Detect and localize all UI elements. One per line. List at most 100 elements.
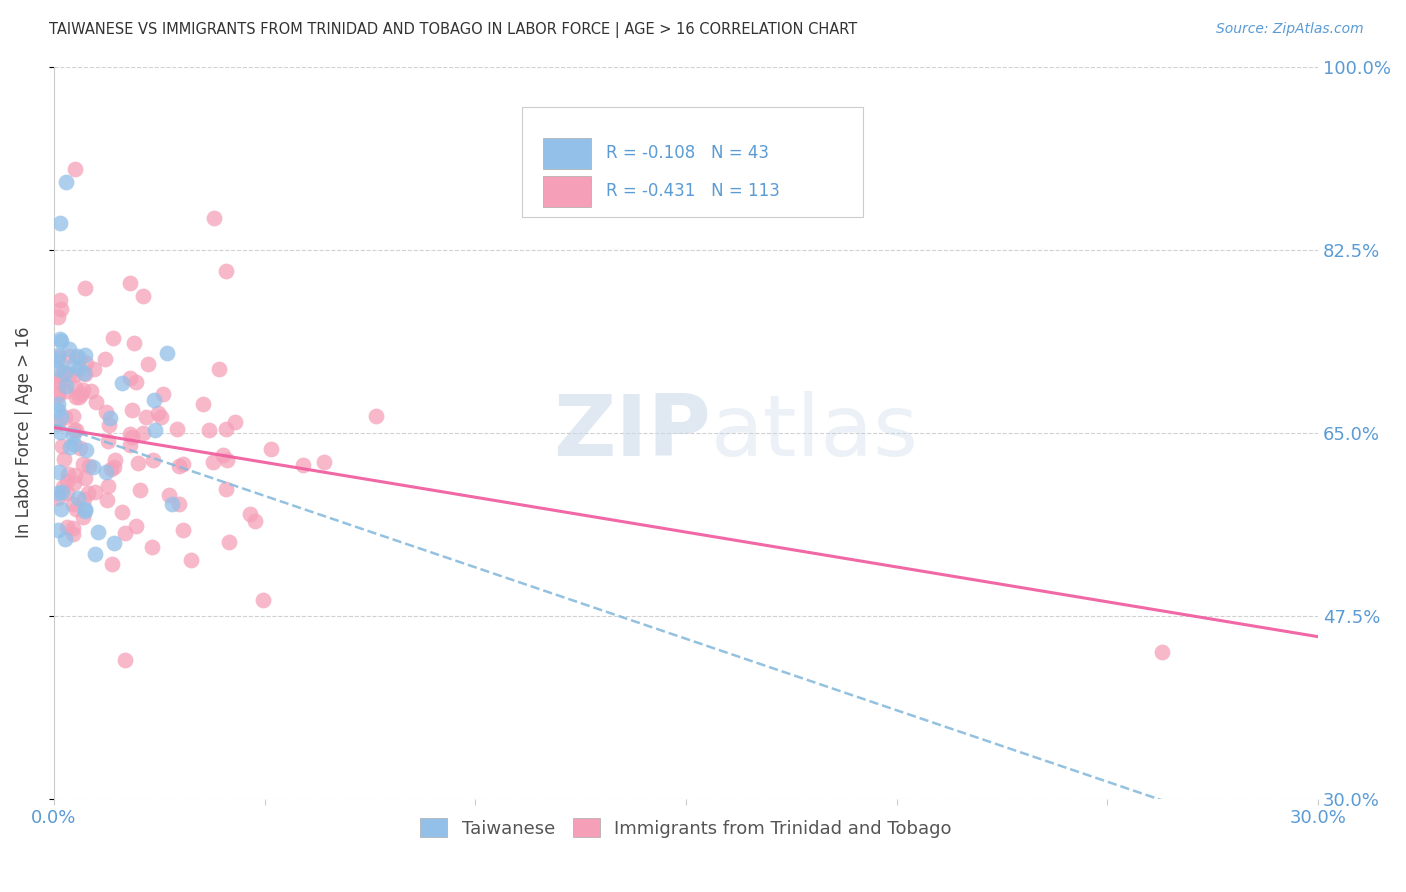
Point — [1152, 645, 1174, 659]
Point — [49, 293, 72, 307]
Point — [103, 460, 125, 475]
Point — [46, 362, 69, 376]
Point — [167, 459, 190, 474]
Point — [75, 504, 97, 518]
Point — [83, 484, 105, 499]
Point — [53, 409, 76, 424]
Point — [51, 301, 73, 316]
Point — [46, 350, 69, 364]
Point — [46, 389, 69, 403]
Point — [167, 497, 190, 511]
Point — [58, 349, 80, 363]
Point — [149, 410, 172, 425]
Point — [48, 332, 70, 346]
Point — [77, 459, 100, 474]
Point — [58, 342, 80, 356]
Point — [48, 216, 70, 230]
Point — [94, 351, 117, 366]
Point — [160, 497, 183, 511]
Point — [49, 409, 72, 424]
Point — [62, 409, 84, 423]
Point — [143, 423, 166, 437]
Point — [52, 364, 75, 378]
Point — [52, 480, 75, 494]
Point — [58, 367, 80, 381]
Point — [118, 438, 141, 452]
Point — [114, 525, 136, 540]
Point — [114, 652, 136, 666]
Point — [75, 368, 97, 382]
Point — [62, 497, 84, 511]
Point — [132, 289, 155, 303]
Point — [215, 482, 238, 496]
Point — [46, 402, 69, 417]
Point — [252, 592, 274, 607]
Point — [193, 397, 215, 411]
Point — [132, 426, 155, 441]
Point — [46, 375, 69, 389]
Point — [208, 361, 231, 376]
Point — [202, 211, 225, 226]
Point — [97, 479, 120, 493]
Point — [101, 331, 124, 345]
Point — [291, 458, 314, 472]
Point — [49, 375, 72, 389]
Point — [46, 386, 69, 401]
Point — [97, 434, 120, 449]
Point — [94, 405, 117, 419]
Point — [75, 443, 97, 458]
Point — [127, 456, 149, 470]
Point — [73, 367, 96, 381]
Point — [67, 360, 90, 375]
Point — [56, 485, 79, 500]
Point — [121, 403, 143, 417]
Point — [104, 453, 127, 467]
Point — [55, 366, 77, 380]
Point — [122, 335, 145, 350]
Point — [77, 486, 100, 500]
Point — [83, 361, 105, 376]
Point — [80, 384, 103, 398]
Point — [141, 540, 163, 554]
Point — [143, 393, 166, 408]
Point — [49, 425, 72, 439]
Point — [314, 455, 336, 469]
Point — [63, 476, 86, 491]
Text: Source: ZipAtlas.com: Source: ZipAtlas.com — [1216, 22, 1364, 37]
Point — [46, 397, 69, 411]
Point — [46, 523, 69, 537]
Point — [48, 465, 70, 479]
Point — [84, 547, 107, 561]
Point — [70, 387, 93, 401]
Point — [100, 462, 122, 476]
Point — [67, 491, 90, 506]
Point — [62, 526, 84, 541]
Point — [198, 423, 221, 437]
Point — [56, 520, 79, 534]
Point — [364, 409, 387, 423]
Point — [67, 390, 90, 404]
Point — [56, 474, 79, 488]
Point — [51, 484, 73, 499]
Point — [46, 310, 69, 325]
Point — [142, 453, 165, 467]
Point — [62, 521, 84, 535]
Point — [58, 467, 80, 482]
Point — [124, 375, 146, 389]
Point — [65, 423, 87, 437]
Point — [166, 422, 188, 436]
Point — [84, 394, 107, 409]
Point — [73, 348, 96, 362]
Point — [46, 486, 69, 500]
Point — [212, 448, 235, 462]
Point — [72, 510, 94, 524]
Text: atlas: atlas — [711, 392, 920, 475]
Point — [214, 264, 236, 278]
Point — [172, 524, 194, 538]
Text: TAIWANESE VS IMMIGRANTS FROM TRINIDAD AND TOBAGO IN LABOR FORCE | AGE > 16 CORRE: TAIWANESE VS IMMIGRANTS FROM TRINIDAD AN… — [49, 22, 858, 38]
Point — [87, 524, 110, 539]
Point — [52, 452, 75, 467]
Point — [136, 357, 159, 371]
Point — [55, 532, 77, 546]
Point — [103, 536, 125, 550]
